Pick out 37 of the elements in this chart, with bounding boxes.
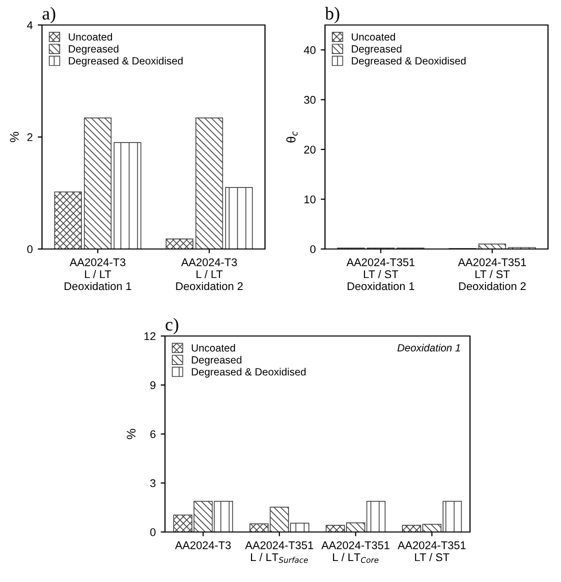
x-tick-label: AA2024-T3 L / LT Deoxidation 2 — [176, 258, 243, 290]
legend-label: Degreased & Deoxidised — [352, 56, 466, 67]
legend-label: Uncoated — [192, 344, 235, 352]
x-tick-label: AA2024-T351 LT / ST — [398, 541, 466, 562]
legend-label: Uncoated — [352, 32, 395, 41]
y-tick-label: 9 — [150, 381, 156, 390]
legend-label: Degreased — [352, 44, 402, 55]
y-axis-title: θ$_{c}$ — [286, 131, 298, 142]
legend-label: Uncoated — [68, 32, 112, 41]
x-tick-label: AA2024-T351 L / LT$_{Surface}$ — [245, 541, 314, 563]
x-tick-label: AA2024-T351 LT / ST Deoxidation 2 — [458, 258, 526, 290]
y-tick-label: 0 — [310, 245, 316, 254]
y-tick-label: 40 — [304, 46, 316, 54]
y-tick-label: 0 — [150, 528, 156, 536]
legend-label: Degreased & Deoxidised — [192, 368, 306, 378]
legend-label: Degreased — [192, 356, 242, 366]
x-tick-label: AA2024-T3 L / LT Deoxidation 1 — [64, 258, 132, 290]
y-tick-label: 0 — [27, 245, 33, 254]
y-tick-label: 6 — [150, 430, 156, 438]
y-tick-label: 30 — [304, 96, 316, 104]
legend-label: Degreased — [68, 44, 118, 55]
y-tick-label: 3 — [150, 479, 156, 488]
chart-title: b) — [325, 6, 340, 24]
y-axis-title: % — [10, 132, 19, 142]
x-tick-label: AA2024-T3 — [175, 541, 231, 550]
y-axis-title: % — [126, 428, 136, 440]
chart-title: c) — [166, 318, 178, 334]
annotation: Deoxidation 1 — [397, 344, 460, 352]
chart-title: a) — [42, 6, 56, 24]
legend-label: Degreased & Deoxidised — [68, 56, 183, 67]
x-tick-label: AA2024-T351 L / LT$_{Core}$ — [321, 541, 390, 563]
y-tick-label: 12 — [144, 332, 156, 340]
y-tick-label: 10 — [304, 195, 316, 204]
y-tick-label: 2 — [27, 133, 32, 142]
y-tick-label: 4 — [27, 21, 33, 30]
y-tick-label: 20 — [304, 146, 316, 154]
x-tick-label: AA2024-T351 LT / ST Deoxidation 1 — [346, 258, 414, 290]
